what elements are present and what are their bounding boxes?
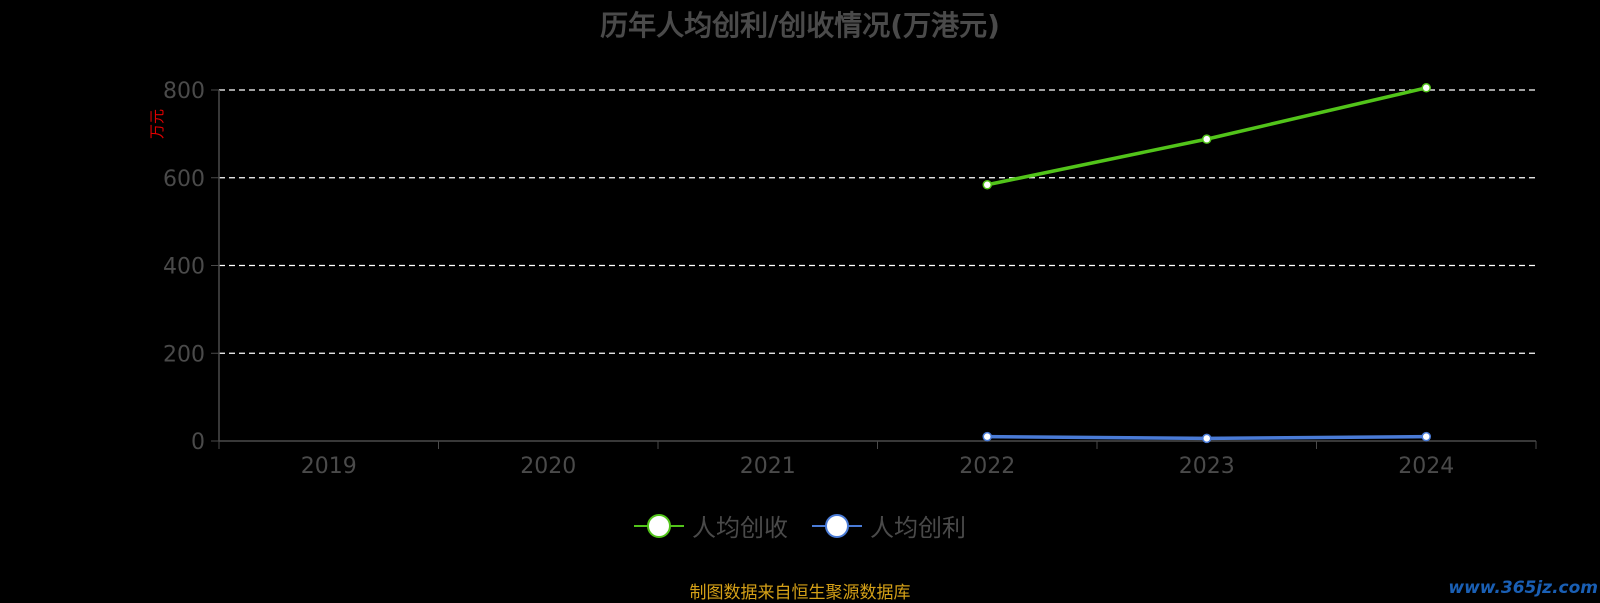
- chart-title: 历年人均创利/创收情况(万港元): [600, 9, 1000, 42]
- legend-label-profit: 人均创利: [870, 514, 966, 542]
- x-tick-label: 2024: [1398, 454, 1454, 479]
- watermark: www.365jz.com: [1448, 578, 1598, 598]
- y-tick-label: 800: [163, 79, 205, 104]
- data-point-0: [1202, 134, 1212, 144]
- legend-item-profit[interactable]: 人均创利: [812, 508, 966, 543]
- y-tick-label: 200: [163, 342, 205, 367]
- y-tick-label: 400: [163, 255, 205, 280]
- x-tick-label: 2023: [1179, 454, 1235, 479]
- chart-legend: 人均创收 人均创利: [0, 508, 1600, 543]
- data-point-1: [1421, 431, 1431, 442]
- data-point-1: [1202, 433, 1212, 444]
- legend-item-revenue[interactable]: 人均创收: [634, 508, 788, 543]
- y-tick-label: 600: [163, 167, 205, 192]
- x-tick-label: 2022: [959, 454, 1015, 479]
- data-point-0: [982, 180, 992, 190]
- x-tick-label: 2019: [301, 454, 357, 479]
- y-axis-label: 万元: [148, 109, 166, 139]
- x-tick-label: 2020: [520, 454, 576, 479]
- data-point-0: [1421, 83, 1431, 93]
- x-tick-label: 2021: [740, 454, 796, 479]
- y-tick-label: 0: [191, 430, 205, 455]
- legend-label-revenue: 人均创收: [692, 514, 788, 542]
- legend-symbol-revenue: [634, 511, 684, 541]
- data-point-1: [982, 431, 992, 442]
- source-note: 制图数据来自恒生聚源数据库: [689, 583, 911, 603]
- legend-symbol-profit: [812, 511, 862, 541]
